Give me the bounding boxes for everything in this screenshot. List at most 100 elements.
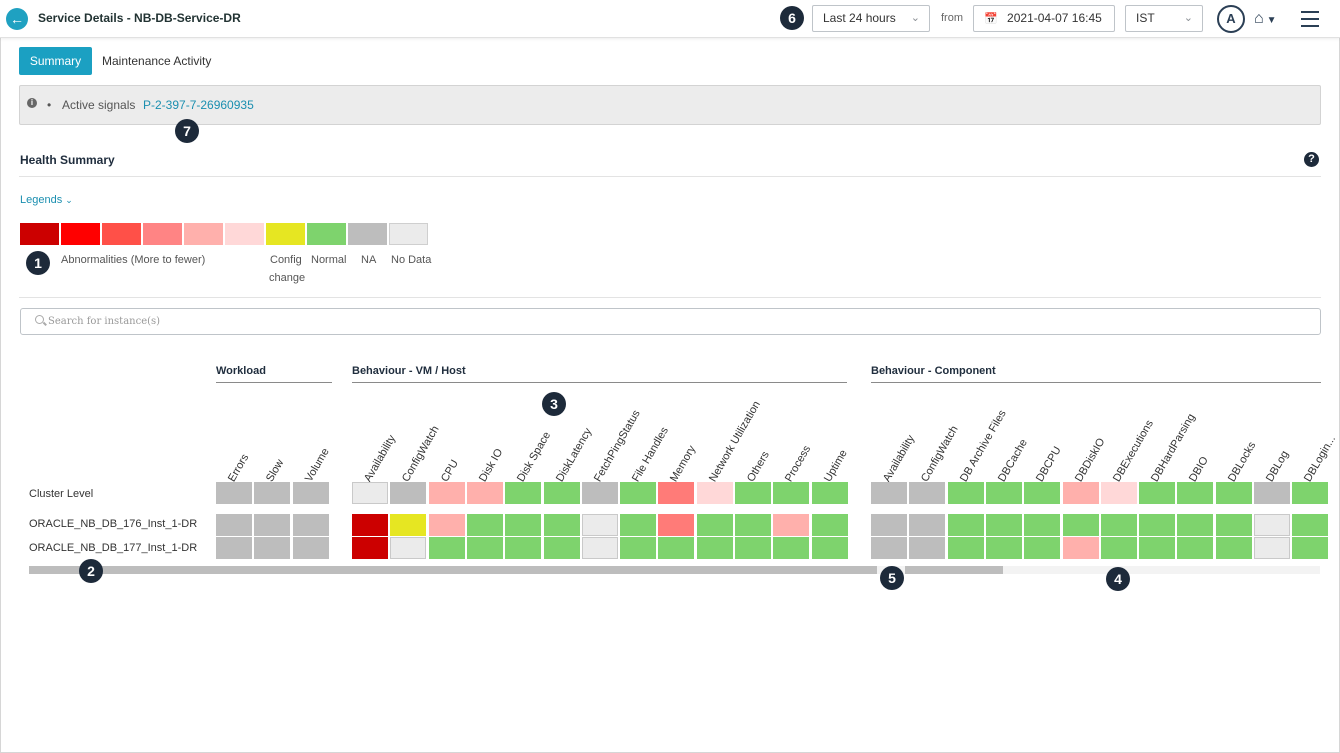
health-cell[interactable] <box>505 537 542 559</box>
health-cell[interactable] <box>1024 537 1061 559</box>
health-cell[interactable] <box>216 482 252 504</box>
hamburger-menu-icon[interactable] <box>1301 11 1319 32</box>
health-cell[interactable] <box>428 482 465 504</box>
health-cell[interactable] <box>1177 537 1214 559</box>
health-cell[interactable] <box>466 482 503 504</box>
health-cell[interactable] <box>581 514 618 536</box>
health-cell[interactable] <box>352 514 388 536</box>
health-cell[interactable] <box>292 537 329 559</box>
health-cell[interactable] <box>428 537 465 559</box>
health-cell[interactable] <box>1215 537 1252 559</box>
health-cell[interactable] <box>696 514 733 536</box>
health-cell[interactable] <box>581 482 618 504</box>
health-cell[interactable] <box>1100 537 1137 559</box>
health-cell[interactable] <box>1254 537 1290 559</box>
health-cell[interactable] <box>658 514 695 536</box>
health-cell[interactable] <box>773 537 810 559</box>
health-cell[interactable] <box>216 514 252 536</box>
scrollbar-thumb-right[interactable] <box>905 566 1003 574</box>
health-cell[interactable] <box>985 482 1022 504</box>
back-arrow-icon[interactable]: ← <box>6 8 28 30</box>
health-cell[interactable] <box>1292 482 1329 504</box>
health-cell[interactable] <box>947 537 984 559</box>
health-cell[interactable] <box>352 537 388 559</box>
health-cell[interactable] <box>1100 514 1137 536</box>
health-cell[interactable] <box>735 537 771 559</box>
health-cell[interactable] <box>292 482 329 504</box>
health-cell[interactable] <box>466 537 503 559</box>
health-cell[interactable] <box>543 482 580 504</box>
health-cell[interactable] <box>658 482 695 504</box>
health-cell[interactable] <box>428 514 465 536</box>
home-icon[interactable]: ⌂ ▼ <box>1254 10 1277 27</box>
health-cell[interactable] <box>1100 482 1137 504</box>
legends-toggle[interactable]: Legends ⌄ <box>20 194 73 206</box>
health-cell[interactable] <box>1292 537 1329 559</box>
help-icon[interactable]: ? <box>1304 152 1319 167</box>
health-cell[interactable] <box>543 514 580 536</box>
health-cell[interactable] <box>871 537 907 559</box>
health-cell[interactable] <box>985 537 1022 559</box>
health-cell[interactable] <box>254 514 291 536</box>
health-cell[interactable] <box>505 514 542 536</box>
health-cell[interactable] <box>1215 514 1252 536</box>
health-cell[interactable] <box>1177 514 1214 536</box>
health-cell[interactable] <box>1024 482 1061 504</box>
signal-link[interactable]: P-2-397-7-26960935 <box>143 98 254 112</box>
health-cell[interactable] <box>390 537 427 559</box>
health-cell[interactable] <box>811 537 848 559</box>
health-cell[interactable] <box>909 514 946 536</box>
time-range-select[interactable]: Last 24 hours ⌄ <box>812 5 930 32</box>
health-cell[interactable] <box>390 482 427 504</box>
health-cell[interactable] <box>254 482 291 504</box>
health-cell[interactable] <box>696 537 733 559</box>
health-cell[interactable] <box>811 482 848 504</box>
health-cell[interactable] <box>620 537 657 559</box>
health-cell[interactable] <box>543 537 580 559</box>
health-cell[interactable] <box>216 537 252 559</box>
health-cell[interactable] <box>1062 514 1099 536</box>
health-cell[interactable] <box>620 482 657 504</box>
health-cell[interactable] <box>1254 482 1290 504</box>
health-cell[interactable] <box>735 514 771 536</box>
tab-summary[interactable]: Summary <box>19 47 92 75</box>
health-cell[interactable] <box>658 537 695 559</box>
health-cell[interactable] <box>1139 482 1176 504</box>
health-cell[interactable] <box>1139 514 1176 536</box>
health-cell[interactable] <box>773 514 810 536</box>
health-cell[interactable] <box>1292 514 1329 536</box>
health-cell[interactable] <box>773 482 810 504</box>
health-cell[interactable] <box>352 482 388 504</box>
health-cell[interactable] <box>947 482 984 504</box>
health-cell[interactable] <box>985 514 1022 536</box>
health-cell[interactable] <box>1177 482 1214 504</box>
health-cell[interactable] <box>947 514 984 536</box>
health-cell[interactable] <box>909 537 946 559</box>
health-cell[interactable] <box>390 514 427 536</box>
health-cell[interactable] <box>909 482 946 504</box>
from-date-picker[interactable]: 📅 2021-04-07 16:45 <box>973 5 1115 32</box>
caret-down-icon[interactable]: ▼ <box>1266 15 1277 26</box>
avatar[interactable]: A <box>1217 5 1245 33</box>
health-cell[interactable] <box>871 514 907 536</box>
health-cell[interactable] <box>871 482 907 504</box>
health-cell[interactable] <box>1024 514 1061 536</box>
health-cell[interactable] <box>1254 514 1290 536</box>
scrollbar-thumb-left[interactable] <box>29 566 877 574</box>
health-cell[interactable] <box>811 514 848 536</box>
health-cell[interactable] <box>292 514 329 536</box>
health-cell[interactable] <box>581 537 618 559</box>
health-cell[interactable] <box>1215 482 1252 504</box>
health-cell[interactable] <box>1062 482 1099 504</box>
health-cell[interactable] <box>466 514 503 536</box>
health-cell[interactable] <box>696 482 733 504</box>
tab-maintenance-activity[interactable]: Maintenance Activity <box>102 54 212 68</box>
health-cell[interactable] <box>735 482 771 504</box>
timezone-select[interactable]: IST ⌄ <box>1125 5 1203 32</box>
health-cell[interactable] <box>620 514 657 536</box>
search-input[interactable] <box>48 309 1308 334</box>
health-cell[interactable] <box>254 537 291 559</box>
health-cell[interactable] <box>505 482 542 504</box>
health-cell[interactable] <box>1062 537 1099 559</box>
health-cell[interactable] <box>1139 537 1176 559</box>
